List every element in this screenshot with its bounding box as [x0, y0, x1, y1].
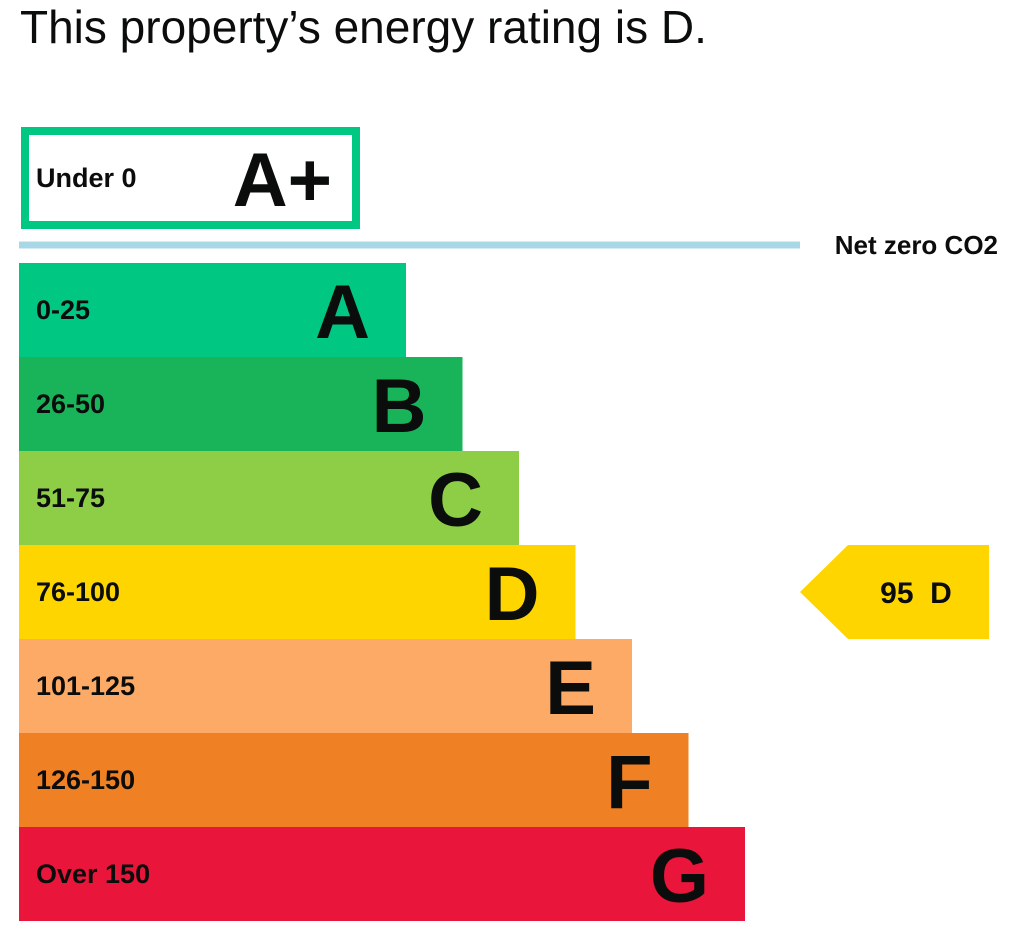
band-g-letter: G	[650, 834, 709, 919]
band-g-bar	[19, 827, 745, 921]
band-d-range-label: 76-100	[36, 577, 120, 607]
top-band-letter: A+	[233, 138, 332, 223]
band-c-range-label: 51-75	[36, 483, 105, 513]
band-g-range-label: Over 150	[36, 859, 150, 889]
band-a-range-label: 0-25	[36, 295, 90, 325]
band-f-bar	[19, 733, 689, 827]
band-f-range-label: 126-150	[36, 765, 135, 795]
band-f-letter: F	[606, 740, 652, 825]
band-c-bar	[19, 451, 519, 545]
band-e-bar	[19, 639, 632, 733]
top-band-range-label: Under 0	[36, 163, 137, 193]
band-d-bar	[19, 545, 576, 639]
band-b-bar	[19, 357, 463, 451]
rating-bands: 0-25 A 26-50 B 51-75 C 76-100 D 101-125 E 126-150 F…	[19, 263, 745, 921]
band-a-letter: A	[315, 270, 370, 355]
net-zero-line-group: Net zero CO2	[19, 230, 998, 260]
band-e-range-label: 101-125	[36, 671, 135, 701]
net-zero-label: Net zero CO2	[835, 230, 998, 260]
band-b-range-label: 26-50	[36, 389, 105, 419]
band-e-letter: E	[545, 646, 596, 731]
band-a-bar	[19, 263, 406, 357]
current-rating-label: 95 D	[880, 577, 952, 610]
band-d-letter: D	[485, 552, 540, 637]
top-band-a-plus: Under 0 A+	[21, 127, 360, 229]
top-band-outline	[21, 127, 360, 229]
current-rating-pointer: 95 D	[800, 545, 989, 639]
current-rating-arrow	[800, 545, 989, 639]
band-c-letter: C	[428, 458, 483, 543]
page-title: This property’s energy rating is D.	[20, 1, 707, 53]
band-b-letter: B	[372, 364, 427, 449]
